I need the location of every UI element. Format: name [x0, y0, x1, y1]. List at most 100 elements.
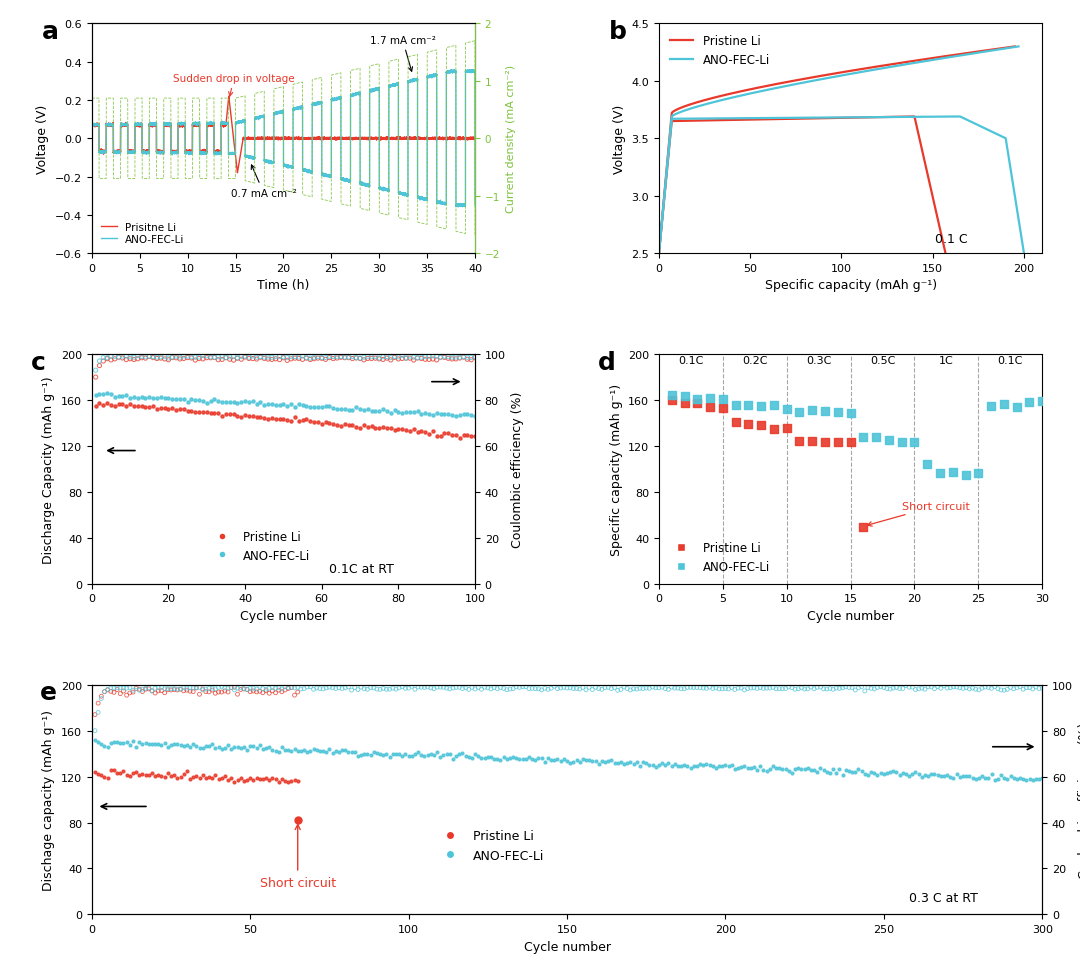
Point: [732, 759, 750, 775]
Point: [459, 352, 476, 368]
Point: [279, 399, 296, 415]
Point: [190, 405, 207, 421]
Point: [352, 680, 369, 695]
Point: [637, 681, 654, 696]
Point: [309, 349, 326, 365]
Point: [267, 681, 284, 696]
Point: [198, 684, 215, 699]
Point: [885, 764, 902, 779]
Point: [130, 348, 147, 364]
Point: [229, 395, 246, 411]
Text: 0.1 C: 0.1 C: [935, 233, 968, 245]
Point: [99, 739, 117, 755]
Point: [359, 349, 376, 365]
Point: [210, 352, 227, 368]
Point: [280, 680, 297, 695]
Point: [970, 770, 987, 785]
Point: [289, 774, 307, 789]
Point: [283, 349, 300, 365]
Point: [160, 390, 177, 406]
Point: [201, 738, 218, 754]
Point: [336, 401, 353, 417]
Point: [181, 684, 199, 699]
Point: [156, 735, 173, 751]
Text: Short circuit: Short circuit: [867, 502, 970, 526]
Point: [631, 758, 648, 774]
Point: [185, 681, 202, 696]
Point: [837, 762, 854, 778]
Point: [264, 742, 281, 758]
Point: [355, 403, 373, 419]
Point: [970, 466, 987, 481]
Point: [914, 681, 931, 696]
Point: [802, 680, 820, 695]
Point: [486, 751, 503, 767]
Point: [1024, 773, 1041, 788]
Point: [527, 681, 544, 696]
Point: [819, 682, 836, 697]
Point: [222, 771, 240, 786]
Point: [856, 766, 874, 781]
Point: [333, 402, 350, 418]
Point: [355, 353, 373, 369]
Point: [931, 466, 948, 481]
Point: [355, 682, 373, 697]
Point: [140, 682, 158, 697]
Point: [110, 388, 127, 404]
Point: [752, 680, 769, 695]
Point: [162, 737, 179, 753]
Point: [167, 392, 185, 408]
Point: [298, 680, 315, 695]
Point: [783, 765, 800, 780]
Point: [698, 681, 715, 696]
Text: 0.1C: 0.1C: [998, 356, 1023, 366]
Point: [676, 682, 693, 697]
Point: [413, 680, 430, 695]
Point: [483, 682, 500, 697]
Point: [467, 429, 484, 445]
Point: [996, 771, 1013, 786]
Point: [694, 681, 712, 696]
Point: [948, 680, 966, 695]
Point: [140, 390, 158, 406]
Point: [217, 394, 234, 410]
Point: [714, 758, 731, 774]
Point: [172, 352, 189, 368]
Point: [260, 773, 278, 788]
Point: [893, 434, 910, 450]
Point: [191, 680, 208, 695]
Point: [316, 350, 334, 366]
Point: [842, 434, 860, 450]
Point: [768, 682, 785, 697]
Point: [242, 738, 259, 754]
Point: [175, 738, 192, 754]
Point: [685, 680, 702, 695]
Y-axis label: Voltage (V): Voltage (V): [37, 105, 50, 174]
Point: [565, 755, 582, 771]
Point: [274, 412, 292, 427]
Point: [980, 680, 997, 695]
ANO-FEC-Li: [285, 161, 298, 173]
Point: [616, 757, 633, 773]
Point: [397, 351, 415, 367]
Point: [113, 351, 131, 367]
Prisitne Li: [364, 133, 377, 145]
Text: c: c: [30, 350, 45, 375]
Point: [381, 682, 399, 697]
Point: [219, 773, 237, 788]
Point: [402, 349, 419, 365]
Point: [181, 772, 199, 787]
Point: [904, 680, 921, 695]
Point: [283, 397, 300, 413]
Point: [340, 744, 357, 760]
Point: [488, 682, 505, 697]
Point: [194, 393, 212, 409]
Point: [121, 397, 138, 413]
Point: [308, 681, 325, 696]
Point: [111, 735, 129, 751]
Point: [375, 747, 392, 763]
Point: [137, 682, 154, 697]
Point: [127, 681, 145, 696]
Point: [420, 427, 437, 443]
Point: [124, 765, 141, 780]
